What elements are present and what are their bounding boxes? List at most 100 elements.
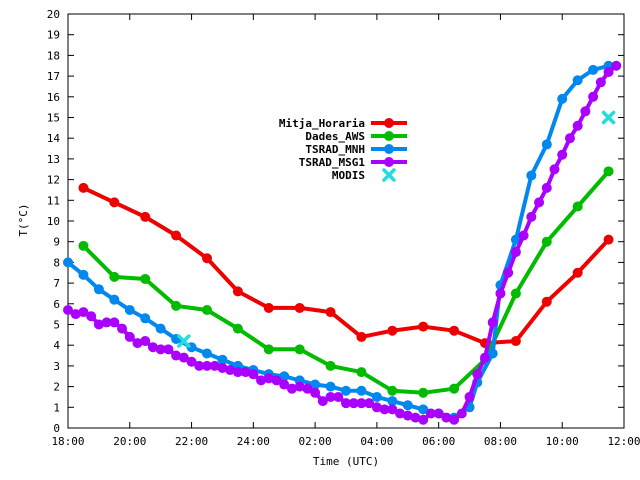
data-point xyxy=(302,383,313,394)
data-point xyxy=(325,360,336,371)
data-point xyxy=(186,356,197,367)
data-point xyxy=(93,319,104,330)
series-modis xyxy=(177,110,616,348)
data-point xyxy=(178,352,189,363)
data-point xyxy=(93,284,104,295)
data-point xyxy=(279,371,290,382)
data-point xyxy=(387,325,398,336)
data-point xyxy=(603,66,614,77)
legend-label: TSRAD_MNH xyxy=(305,143,365,156)
data-point xyxy=(449,325,460,336)
x-tick-label: 06:00 xyxy=(422,435,455,448)
data-point xyxy=(588,91,599,102)
data-point xyxy=(78,307,89,318)
data-point xyxy=(140,336,151,347)
legend-item-mitja-horaria: Mitja_Horaria xyxy=(279,117,407,130)
legend-label: Dades_AWS xyxy=(305,130,365,143)
data-point xyxy=(480,352,490,363)
data-point xyxy=(248,369,259,380)
data-point xyxy=(601,110,616,125)
data-point xyxy=(526,211,537,222)
data-point xyxy=(541,296,552,307)
data-point xyxy=(294,381,305,392)
data-point xyxy=(549,164,560,175)
data-point xyxy=(263,344,274,355)
data-point xyxy=(155,323,166,334)
data-point xyxy=(495,288,506,299)
data-point xyxy=(603,234,614,245)
x-tick-label: 02:00 xyxy=(299,435,332,448)
data-point xyxy=(279,379,290,390)
data-point xyxy=(487,348,498,359)
data-point xyxy=(86,311,97,322)
data-point xyxy=(317,396,328,407)
data-point xyxy=(387,404,398,415)
data-point xyxy=(572,120,583,131)
data-point xyxy=(425,408,436,419)
y-tick-label: 2 xyxy=(53,381,60,394)
data-point xyxy=(410,412,421,423)
data-point xyxy=(356,398,367,409)
y-tick-label: 8 xyxy=(53,256,60,269)
data-point xyxy=(101,317,112,328)
legend-label: Mitja_Horaria xyxy=(279,117,365,130)
y-tick-label: 18 xyxy=(47,49,60,62)
x-tick-label: 22:00 xyxy=(175,435,208,448)
data-point xyxy=(140,273,151,284)
data-point xyxy=(232,367,243,378)
legend-marker xyxy=(382,168,396,182)
data-point xyxy=(580,106,591,117)
data-point xyxy=(526,170,537,181)
data-point xyxy=(611,60,622,71)
data-point xyxy=(449,383,460,394)
data-point xyxy=(294,302,305,313)
y-tick-label: 16 xyxy=(47,91,60,104)
data-point xyxy=(472,369,483,380)
data-point xyxy=(140,313,151,324)
data-point xyxy=(263,373,274,384)
data-point xyxy=(217,362,228,373)
series-line xyxy=(82,186,611,346)
data-point xyxy=(356,385,367,396)
data-point xyxy=(418,321,429,332)
data-point xyxy=(171,230,182,241)
x-tick-label: 18:00 xyxy=(51,435,84,448)
legend-label: MODIS xyxy=(332,169,365,182)
x-tick-label: 12:00 xyxy=(607,435,640,448)
data-point xyxy=(124,331,135,342)
data-point xyxy=(418,414,429,425)
data-point xyxy=(109,317,120,328)
y-tick-label: 11 xyxy=(47,194,60,207)
legend-item-modis: MODIS xyxy=(332,168,396,182)
legend-marker xyxy=(384,118,394,128)
data-point xyxy=(147,342,158,353)
data-point xyxy=(541,236,552,247)
data-point xyxy=(588,64,599,75)
data-point xyxy=(564,133,575,144)
data-point xyxy=(217,354,228,365)
data-point xyxy=(263,302,274,313)
data-point xyxy=(140,211,151,222)
x-tick-label: 20:00 xyxy=(113,435,146,448)
data-point xyxy=(109,197,120,208)
data-point xyxy=(456,408,467,419)
data-point xyxy=(271,375,282,386)
data-point xyxy=(534,197,545,208)
series-tsrad-msg1 xyxy=(63,60,622,425)
data-point xyxy=(171,300,182,311)
data-point xyxy=(78,240,89,251)
data-point xyxy=(402,410,413,421)
data-point xyxy=(310,379,321,390)
data-point xyxy=(572,75,583,86)
data-point xyxy=(325,391,336,402)
x-tick-label: 10:00 xyxy=(546,435,579,448)
data-point xyxy=(464,391,475,402)
series-mitja-horaria xyxy=(78,182,614,349)
data-point xyxy=(63,257,73,268)
data-point xyxy=(177,334,191,348)
data-point xyxy=(124,305,135,316)
y-tick-label: 0 xyxy=(53,422,60,435)
y-tick-label: 7 xyxy=(53,277,60,290)
data-point xyxy=(63,305,73,316)
y-axis-title: T(°C) xyxy=(17,203,30,236)
